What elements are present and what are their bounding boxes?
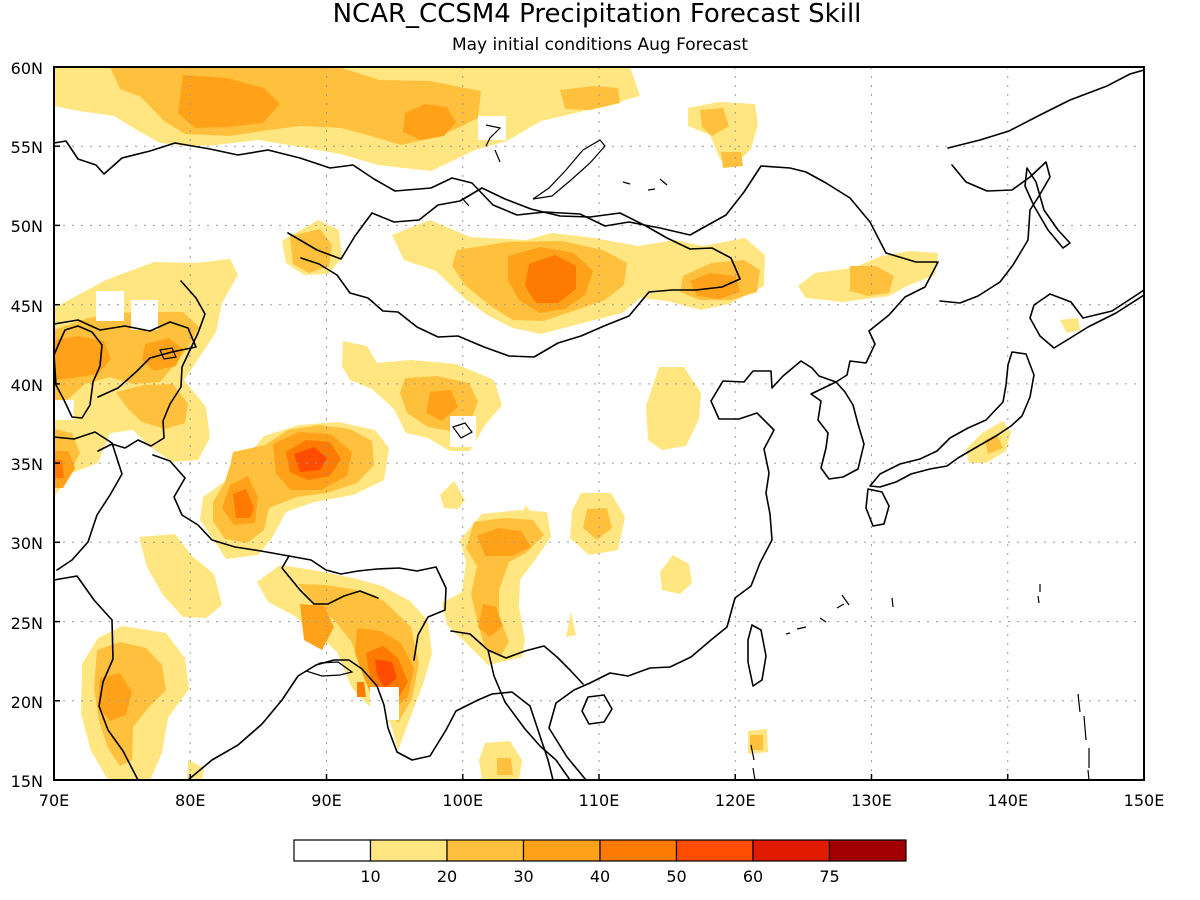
colorbar-label-40: 40 — [590, 867, 610, 886]
lon-label-110e: 110E — [579, 791, 620, 810]
colorbar-label-75: 75 — [819, 867, 839, 886]
latitude-ticks — [54, 66, 60, 781]
coastline-honshu — [869, 351, 1035, 488]
colorbar-box-1 — [369, 839, 448, 862]
longitude-axis: 70E 80E 90E 100E 110E 120E 130E 140E 150… — [39, 774, 1165, 810]
border-indochina — [450, 630, 584, 685]
colorbar-label-10: 10 — [360, 867, 380, 886]
border-indochina-south — [487, 649, 571, 781]
continent-coastline-eurasia-north — [53, 140, 939, 781]
coastline-kamchatka-okhotsk — [947, 69, 1145, 149]
colorbar-label-30: 30 — [513, 867, 533, 886]
border-iran-afghan — [53, 431, 123, 571]
lat-label-40n: 40N — [11, 376, 43, 395]
lon-label-150e: 150E — [1124, 791, 1165, 810]
coastline-korean-peninsula — [810, 381, 865, 480]
missing-data-patches — [54, 116, 506, 720]
map-title: NCAR_CCSM4 Precipitation Forecast Skill — [333, 0, 862, 29]
colorbar-label-50: 50 — [666, 867, 686, 886]
latitude-axis: 15N 20N 25N 30N 35N 40N 45N 50N 55N 60N — [11, 59, 60, 791]
lat-label-45n: 45N — [11, 297, 43, 316]
small-islands-and-lakes — [159, 124, 1090, 781]
lon-label-140e: 140E — [987, 791, 1028, 810]
lat-lon-gridlines — [54, 67, 1144, 780]
lat-label-35n: 35N — [11, 455, 43, 474]
colorbar-legend: 10 20 30 40 50 60 75 — [293, 839, 907, 886]
colorbar-box-0 — [293, 839, 372, 862]
coastline-caspian — [53, 325, 103, 419]
lat-label-20n: 20N — [11, 693, 43, 712]
border-india-myanmar — [281, 555, 379, 605]
lat-label-15n: 15N — [11, 772, 43, 791]
colorbar-box-7 — [828, 839, 907, 862]
border-china-west — [97, 280, 206, 452]
colorbar-box-5 — [675, 839, 754, 862]
colorbar-label-60: 60 — [743, 867, 763, 886]
coastline-hainan — [581, 694, 613, 725]
border-central-asia — [53, 319, 197, 398]
colorbar-box-6 — [752, 839, 831, 862]
coastline-taiwan — [747, 624, 767, 687]
coastline-kyushu — [865, 488, 890, 527]
lat-label-60n: 60N — [11, 59, 43, 78]
lat-label-30n: 30N — [11, 534, 43, 553]
lon-label-130e: 130E — [851, 791, 892, 810]
coastline-south-asia — [53, 575, 139, 781]
colorbar-box-4 — [599, 839, 678, 862]
longitude-ticks — [53, 774, 1145, 780]
colorbar-box-2 — [446, 839, 525, 862]
lon-label-70e: 70E — [39, 791, 69, 810]
colorbar-label-20: 20 — [437, 867, 457, 886]
colorbar-box-3 — [522, 839, 601, 862]
lon-label-90e: 90E — [311, 791, 341, 810]
lat-label-25n: 25N — [11, 614, 43, 633]
border-mongolia — [287, 187, 741, 358]
skill-level-5-areas — [294, 447, 397, 688]
border-himalaya — [152, 454, 447, 661]
lon-label-80e: 80E — [175, 791, 205, 810]
map-background — [54, 67, 1144, 780]
lat-label-55n: 55N — [11, 138, 43, 157]
coastline-sakhalin — [1024, 167, 1071, 249]
lat-label-50n: 50N — [11, 217, 43, 236]
skill-shading-layer — [54, 67, 1080, 780]
coastline-okhotsk-west — [939, 161, 1051, 304]
lon-label-120e: 120E — [715, 791, 756, 810]
lon-label-100e: 100E — [442, 791, 483, 810]
coastline-bay-of-bengal — [187, 659, 554, 781]
map-panel — [53, 66, 1145, 781]
map-subtitle: May initial conditions Aug Forecast — [452, 35, 748, 55]
